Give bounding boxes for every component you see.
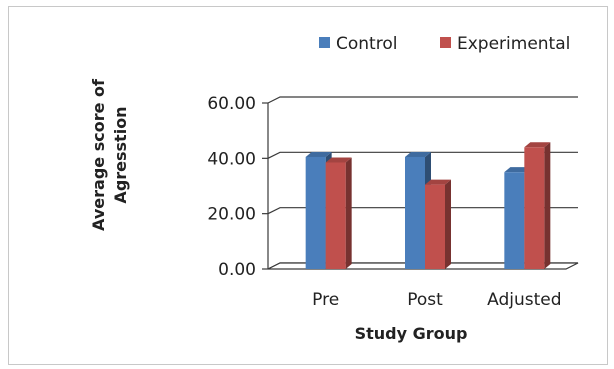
- y-axis-title-line-1: Average score of: [89, 78, 108, 231]
- bar-front: [524, 147, 545, 269]
- y-axis-title: Average score of Agresstion: [89, 78, 130, 231]
- bar-experimental-adjusted: [524, 142, 551, 269]
- bar-front: [405, 156, 425, 269]
- bar-front: [305, 156, 326, 269]
- bar-side: [345, 157, 352, 269]
- legend: Control Experimental: [319, 34, 570, 54]
- x-tick-label-post: Post: [407, 290, 443, 310]
- y-tick-label: 40.00: [207, 149, 256, 169]
- gridline-1: [267, 207, 578, 215]
- axes: 0.00 20.00 40.00 60.00 Pre Post Adjusted: [207, 94, 561, 310]
- x-tick-label-pre: Pre: [312, 290, 339, 310]
- bar-top: [305, 151, 332, 157]
- bar-side: [445, 179, 451, 269]
- bar-side: [544, 142, 551, 269]
- bar-top: [405, 151, 431, 157]
- y-axis-title-line-2: Agresstion: [111, 106, 130, 203]
- bar-experimental-pre: [325, 157, 352, 269]
- bar-top: [325, 157, 352, 163]
- bar-front: [325, 162, 346, 269]
- y-tick-label: 20.00: [207, 205, 256, 225]
- gridline-3: [267, 96, 578, 104]
- bar-top: [504, 167, 531, 173]
- bar-front: [425, 184, 445, 269]
- x-axis-title: Study Group: [355, 324, 468, 343]
- gridline-2: [267, 151, 578, 159]
- legend-label-experimental: Experimental: [457, 34, 570, 54]
- bar-top: [524, 142, 551, 148]
- bar-front: [504, 172, 525, 269]
- legend-label-control: Control: [336, 34, 397, 54]
- bar-top: [425, 179, 451, 185]
- bar-experimental-post: [425, 179, 451, 269]
- legend-swatch-control: [319, 37, 330, 48]
- y-tick-label: 0.00: [218, 260, 256, 280]
- legend-swatch-experimental: [440, 37, 451, 48]
- bars: [305, 142, 551, 269]
- x-tick-label-adjusted: Adjusted: [487, 290, 561, 310]
- y-tick-label: 60.00: [207, 94, 256, 114]
